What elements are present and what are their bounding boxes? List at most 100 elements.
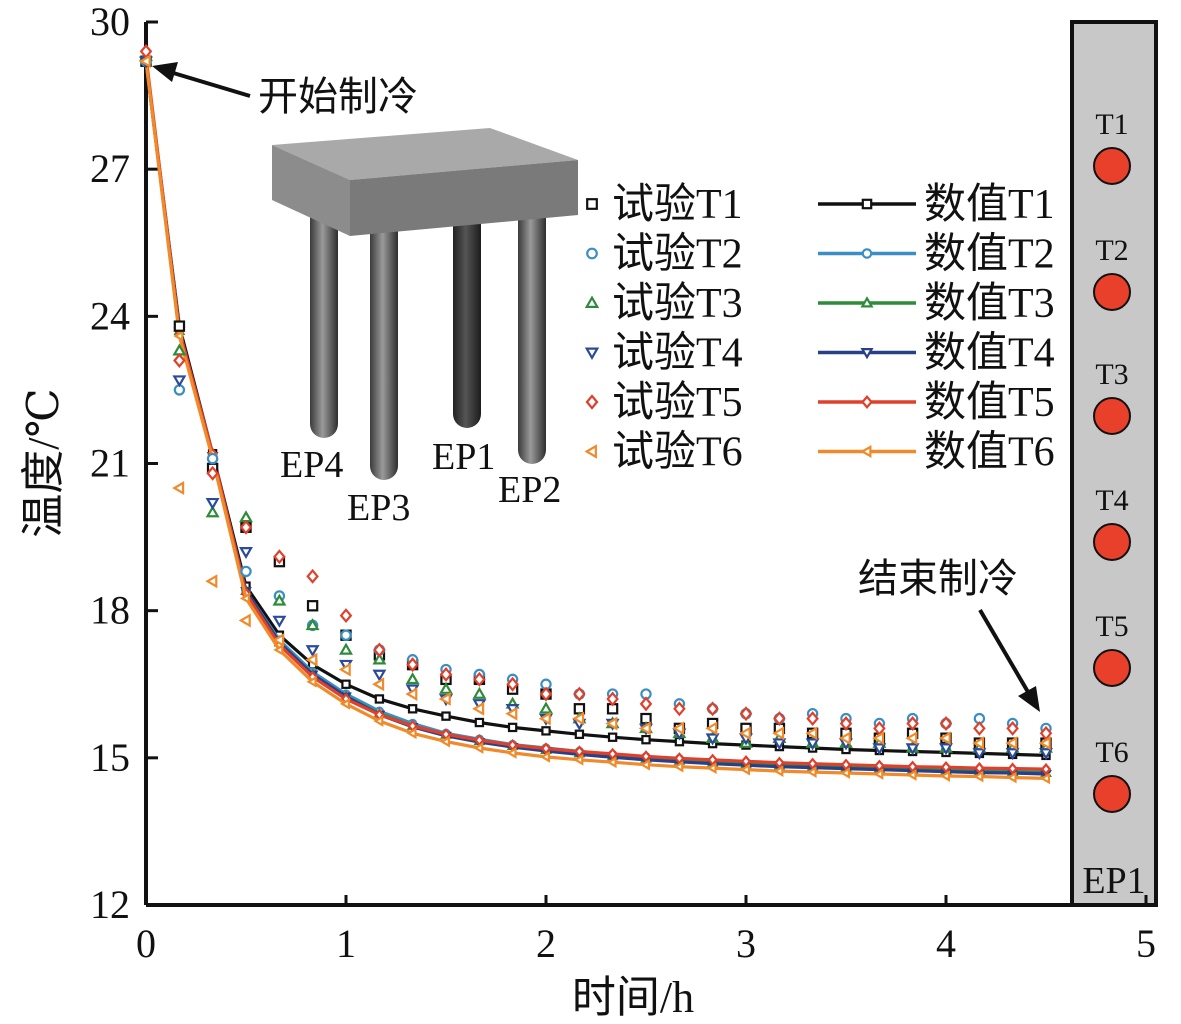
experimental-point-3 xyxy=(372,652,387,665)
experimental-point-1 xyxy=(173,320,186,332)
experimental-point-5 xyxy=(373,642,386,658)
numerical-point-6 xyxy=(673,760,684,773)
experimental-point-5 xyxy=(506,676,519,692)
experimental-point-5 xyxy=(639,696,653,712)
numerical-point-1 xyxy=(574,729,585,739)
numerical-line-4 xyxy=(144,61,1047,776)
legend-marker-exp-2 xyxy=(586,247,598,260)
sensor-label-t1: T1 xyxy=(1095,108,1128,141)
experimental-point-6 xyxy=(638,721,651,736)
experimental-series xyxy=(138,43,1053,761)
numerical-point-6 xyxy=(506,747,517,759)
experimental-point-3 xyxy=(405,672,420,685)
pile-ep4 xyxy=(310,200,338,438)
numerical-point-5 xyxy=(907,760,918,773)
pile-cap-top xyxy=(272,128,578,180)
sensor-dot-t3 xyxy=(1093,397,1131,435)
experimental-point-5 xyxy=(673,701,686,717)
sensor-dot-t6 xyxy=(1093,775,1131,813)
legend-label-exp-5: 试验T5 xyxy=(612,379,743,426)
numerical-point-6 xyxy=(306,675,317,688)
numerical-point-5 xyxy=(1007,762,1018,775)
experimental-point-4 xyxy=(772,738,787,751)
experimental-point-6 xyxy=(405,687,418,702)
sensor-label-t4: T4 xyxy=(1095,484,1128,517)
x-tick-label: 1 xyxy=(336,921,356,966)
experimental-point-5 xyxy=(773,711,786,727)
experimental-point-5 xyxy=(306,568,319,584)
experimental-point-2 xyxy=(240,565,252,578)
experimental-point-6 xyxy=(872,731,885,746)
sensor-group: T1 T2 T3 T4 T5 T6 xyxy=(1093,108,1131,813)
experimental-point-5 xyxy=(273,549,286,565)
numerical-point-5 xyxy=(940,760,952,774)
numerical-point-1 xyxy=(607,732,618,742)
sensor-dot-t5 xyxy=(1093,649,1131,687)
experimental-point-5 xyxy=(806,711,819,727)
annotation-end-arrowhead xyxy=(1018,686,1040,712)
numerical-point-1 xyxy=(541,726,551,736)
experimental-point-6 xyxy=(272,633,285,648)
legend-marker-num-5 xyxy=(861,395,873,409)
experimental-point-5 xyxy=(339,608,353,624)
experimental-point-5 xyxy=(539,686,553,702)
experimental-point-6 xyxy=(472,701,485,716)
experimental-point-5 xyxy=(906,716,919,731)
experimental-point-5 xyxy=(606,691,619,707)
numerical-point-6 xyxy=(839,767,850,779)
x-tick-label: 5 xyxy=(1136,921,1156,966)
sensor-label-t5: T5 xyxy=(1095,610,1128,643)
experimental-point-5 xyxy=(839,716,853,731)
experimental-point-4 xyxy=(705,733,720,746)
experimental-point-5 xyxy=(206,465,219,481)
numerical-point-6 xyxy=(573,753,584,766)
numerical-point-6 xyxy=(173,330,184,342)
legend-marker-exp-1 xyxy=(586,198,598,210)
pile-ep1 xyxy=(453,200,481,428)
experimental-point-6 xyxy=(538,711,551,726)
experimental-point-3 xyxy=(272,593,287,606)
numerical-point-6 xyxy=(739,763,750,776)
numerical-point-5 xyxy=(674,752,685,765)
experimental-point-3 xyxy=(539,701,553,714)
experimental-point-6 xyxy=(438,691,451,706)
experimental-point-6 xyxy=(672,721,685,736)
numerical-point-6 xyxy=(906,769,917,781)
x-axis-title: 时间/h xyxy=(572,973,694,1022)
legend-marker-num-1 xyxy=(861,198,873,210)
experimental-point-4 xyxy=(1039,748,1053,761)
experimental-point-6 xyxy=(705,721,718,736)
experimental-point-2 xyxy=(206,452,219,465)
x-tick-label: 4 xyxy=(936,921,956,966)
experimental-point-4 xyxy=(172,375,187,388)
experimental-point-6 xyxy=(305,652,318,667)
sensor-dot-t2 xyxy=(1093,273,1131,311)
legend-marker-exp-5 xyxy=(585,394,599,410)
experimental-point-6 xyxy=(905,731,918,746)
experimental-point-6 xyxy=(205,574,218,589)
numerical-point-6 xyxy=(273,644,284,656)
pile-cap-front xyxy=(272,145,350,236)
pile-cap-inset: EP4 EP3 EP1 EP2 xyxy=(272,128,578,529)
y-tick-label: 24 xyxy=(90,293,130,338)
numerical-point-6 xyxy=(1039,772,1050,785)
experimental-point-3 xyxy=(439,681,453,694)
experimental-point-6 xyxy=(138,54,151,69)
y-tick-label: 27 xyxy=(90,146,130,191)
experimental-point-4 xyxy=(372,669,387,682)
numerical-point-6 xyxy=(706,762,717,775)
pile-cap-side xyxy=(350,160,578,236)
numerical-point-1 xyxy=(474,717,485,728)
x-ticks: 0 1 2 3 4 5 xyxy=(136,895,1156,966)
annotations: 开始制冷 结束制冷 xyxy=(152,62,1040,712)
legend-label-exp-1: 试验T1 xyxy=(612,181,743,228)
numerical-point-5 xyxy=(774,756,785,769)
y-axis-title: 温度/℃ xyxy=(19,388,68,537)
experimental-point-6 xyxy=(1038,736,1051,751)
pile-label-ep3: EP3 xyxy=(347,487,410,529)
legend-label-exp-4: 试验T4 xyxy=(612,330,743,377)
numerical-point-5 xyxy=(874,759,885,772)
